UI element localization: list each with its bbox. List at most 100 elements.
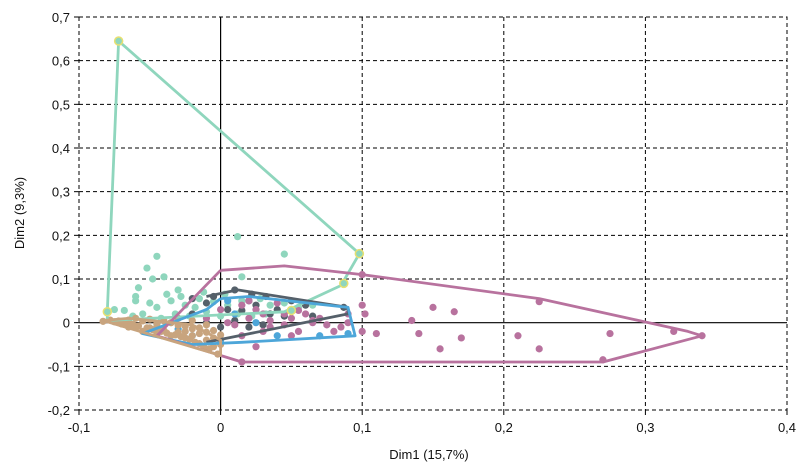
data-point xyxy=(415,329,423,338)
data-point xyxy=(202,321,211,329)
data-point xyxy=(436,345,444,353)
data-point xyxy=(181,334,189,342)
data-point xyxy=(514,332,522,340)
data-point xyxy=(245,297,253,305)
data-point xyxy=(301,310,310,318)
tick-labels: -0,1 0 0,1 0,2 0,3 0,4 -0,2 -0,1 0 0,1 0,2 0,3 0,4 0,… xyxy=(48,10,796,435)
data-point xyxy=(408,316,416,325)
data-point xyxy=(224,319,232,327)
y-axis-title: Dim2 (9,3%) xyxy=(12,177,27,249)
x-tick-label: 0,4 xyxy=(778,420,796,435)
data-point xyxy=(174,286,182,294)
data-point xyxy=(181,327,189,335)
y-tick-label: 0,6 xyxy=(52,54,70,69)
x-tick-label: 0 xyxy=(217,420,224,435)
data-point xyxy=(344,319,352,327)
group-hulls xyxy=(102,39,704,364)
y-tick-label: 0,5 xyxy=(52,97,70,112)
data-point xyxy=(266,316,274,325)
x-tick-label: 0,1 xyxy=(353,420,371,435)
data-point xyxy=(245,323,253,331)
data-point xyxy=(233,233,242,241)
data-point xyxy=(535,345,543,353)
data-point xyxy=(146,299,154,307)
data-point xyxy=(429,303,437,311)
data-point xyxy=(358,327,366,335)
data-point xyxy=(323,321,331,329)
highlighted-point xyxy=(354,248,365,259)
data-point xyxy=(252,343,260,351)
y-tick-label: -0,1 xyxy=(48,359,70,374)
data-point xyxy=(110,305,118,314)
data-point xyxy=(167,297,175,305)
y-tick-label: 0 xyxy=(63,316,70,331)
data-point xyxy=(361,310,369,318)
data-point xyxy=(163,290,171,298)
x-tick-label: -0,1 xyxy=(68,420,90,435)
data-point xyxy=(330,327,338,335)
data-point xyxy=(132,292,140,301)
data-point xyxy=(252,305,260,314)
x-tick-label: 0,2 xyxy=(495,420,513,435)
data-point xyxy=(337,323,345,331)
data-point xyxy=(358,301,366,309)
data-point xyxy=(217,323,225,331)
data-point xyxy=(245,314,253,322)
data-point xyxy=(177,292,185,301)
y-tick-label: 0,4 xyxy=(52,141,70,156)
x-tick-label: 0,3 xyxy=(636,420,654,435)
y-tick-label: 0,7 xyxy=(52,10,70,25)
axes xyxy=(74,16,788,415)
data-point xyxy=(195,329,203,338)
highlighted-point xyxy=(286,305,297,316)
data-point xyxy=(134,322,143,330)
data-point xyxy=(606,329,614,338)
data-point xyxy=(153,303,161,311)
highlighted-point xyxy=(339,278,349,289)
data-point xyxy=(259,321,267,329)
data-point xyxy=(134,284,143,292)
plot-frame xyxy=(78,16,788,411)
data-point xyxy=(294,327,303,335)
data-point xyxy=(191,303,199,311)
group-hull xyxy=(141,295,357,346)
data-point xyxy=(149,275,157,283)
data-point xyxy=(195,295,203,303)
data-point xyxy=(287,314,295,322)
data-point xyxy=(143,264,151,272)
data-point xyxy=(450,308,458,316)
data-point xyxy=(238,273,246,281)
data-point xyxy=(238,306,246,315)
data-point xyxy=(372,329,380,338)
data-point xyxy=(231,321,239,329)
data-point xyxy=(224,305,232,314)
data-point xyxy=(217,331,225,339)
data-point xyxy=(139,310,147,318)
data-point xyxy=(280,250,288,258)
data-point xyxy=(209,326,218,335)
data-point xyxy=(294,306,303,315)
group-hull xyxy=(102,316,223,357)
data-point xyxy=(188,316,196,325)
y-tick-label: 0,2 xyxy=(52,228,70,243)
data-point xyxy=(266,301,274,309)
data-point xyxy=(120,306,128,315)
data-point xyxy=(252,319,260,327)
x-axis-title: Dim1 (15,7%) xyxy=(389,447,468,462)
data-point xyxy=(167,332,175,340)
y-tick-label: 0,1 xyxy=(52,272,70,287)
y-tick-label: -0,2 xyxy=(48,403,70,418)
data-point xyxy=(287,332,295,340)
data-point xyxy=(273,332,281,340)
data-point xyxy=(153,252,161,260)
data-point xyxy=(238,301,246,309)
grid-lines xyxy=(78,16,788,411)
data-point xyxy=(457,334,465,342)
y-tick-label: 0,3 xyxy=(52,185,70,200)
highlighted-point xyxy=(102,307,113,317)
data-point xyxy=(217,305,225,314)
data-point xyxy=(160,273,168,281)
data-point xyxy=(202,299,211,307)
highlighted-point xyxy=(113,36,124,46)
